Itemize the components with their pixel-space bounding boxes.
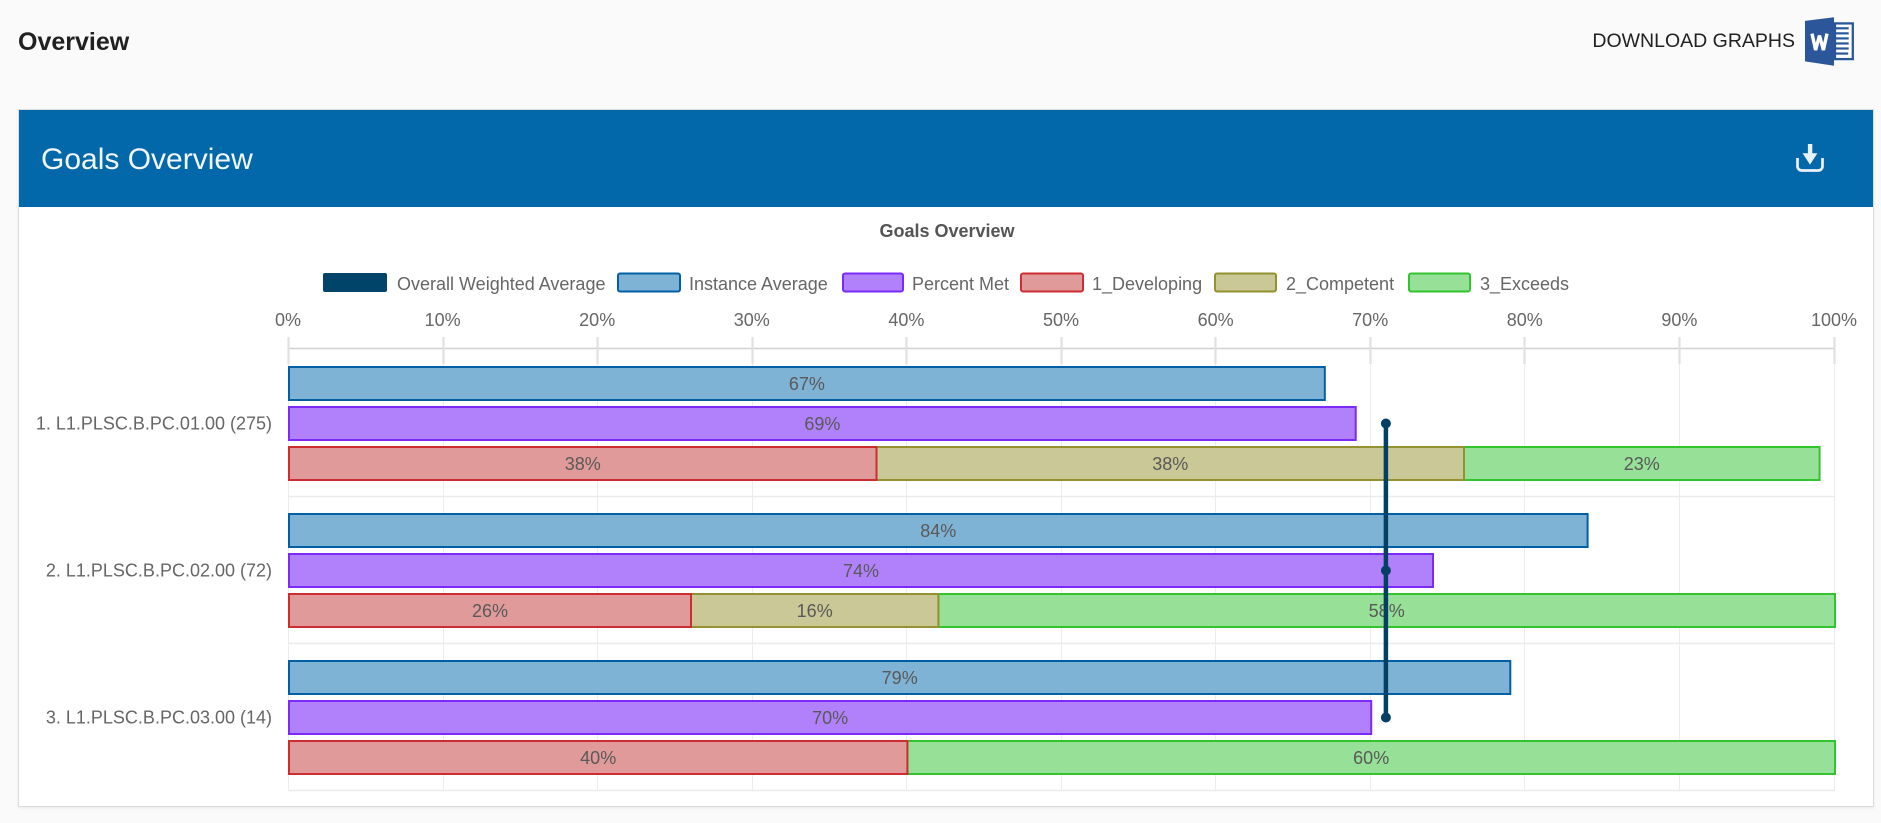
svg-text:40%: 40%: [580, 748, 616, 768]
svg-text:70%: 70%: [1352, 310, 1388, 330]
svg-text:70%: 70%: [812, 708, 848, 728]
svg-text:79%: 79%: [882, 668, 918, 688]
svg-text:38%: 38%: [1152, 454, 1188, 474]
svg-text:26%: 26%: [472, 601, 508, 621]
svg-text:60%: 60%: [1198, 310, 1234, 330]
svg-text:69%: 69%: [804, 414, 840, 434]
svg-text:0%: 0%: [275, 310, 301, 330]
svg-text:67%: 67%: [789, 374, 825, 394]
svg-text:2. L1.PLSC.B.PC.02.00 (72): 2. L1.PLSC.B.PC.02.00 (72): [46, 561, 272, 581]
svg-text:90%: 90%: [1661, 310, 1697, 330]
svg-text:38%: 38%: [565, 454, 601, 474]
svg-text:Percent Met: Percent Met: [912, 274, 1009, 294]
svg-text:Overall Weighted Average: Overall Weighted Average: [397, 274, 605, 294]
svg-text:84%: 84%: [920, 521, 956, 541]
svg-text:60%: 60%: [1353, 748, 1389, 768]
svg-text:Instance Average: Instance Average: [689, 274, 828, 294]
svg-text:40%: 40%: [888, 310, 924, 330]
svg-text:50%: 50%: [1043, 310, 1079, 330]
svg-text:16%: 16%: [797, 601, 833, 621]
svg-text:10%: 10%: [425, 310, 461, 330]
svg-text:3. L1.PLSC.B.PC.03.00 (14): 3. L1.PLSC.B.PC.03.00 (14): [46, 708, 272, 728]
svg-text:3_Exceeds: 3_Exceeds: [1480, 274, 1569, 295]
svg-text:23%: 23%: [1624, 454, 1660, 474]
svg-text:30%: 30%: [734, 310, 770, 330]
svg-text:2_Competent: 2_Competent: [1286, 274, 1394, 295]
svg-text:20%: 20%: [579, 310, 615, 330]
svg-text:1_Developing: 1_Developing: [1092, 274, 1202, 295]
svg-text:74%: 74%: [843, 561, 879, 581]
svg-text:80%: 80%: [1507, 310, 1543, 330]
svg-text:100%: 100%: [1811, 310, 1857, 330]
svg-text:1. L1.PLSC.B.PC.01.00 (275): 1. L1.PLSC.B.PC.01.00 (275): [36, 414, 272, 434]
svg-text:Goals Overview: Goals Overview: [879, 221, 1015, 241]
